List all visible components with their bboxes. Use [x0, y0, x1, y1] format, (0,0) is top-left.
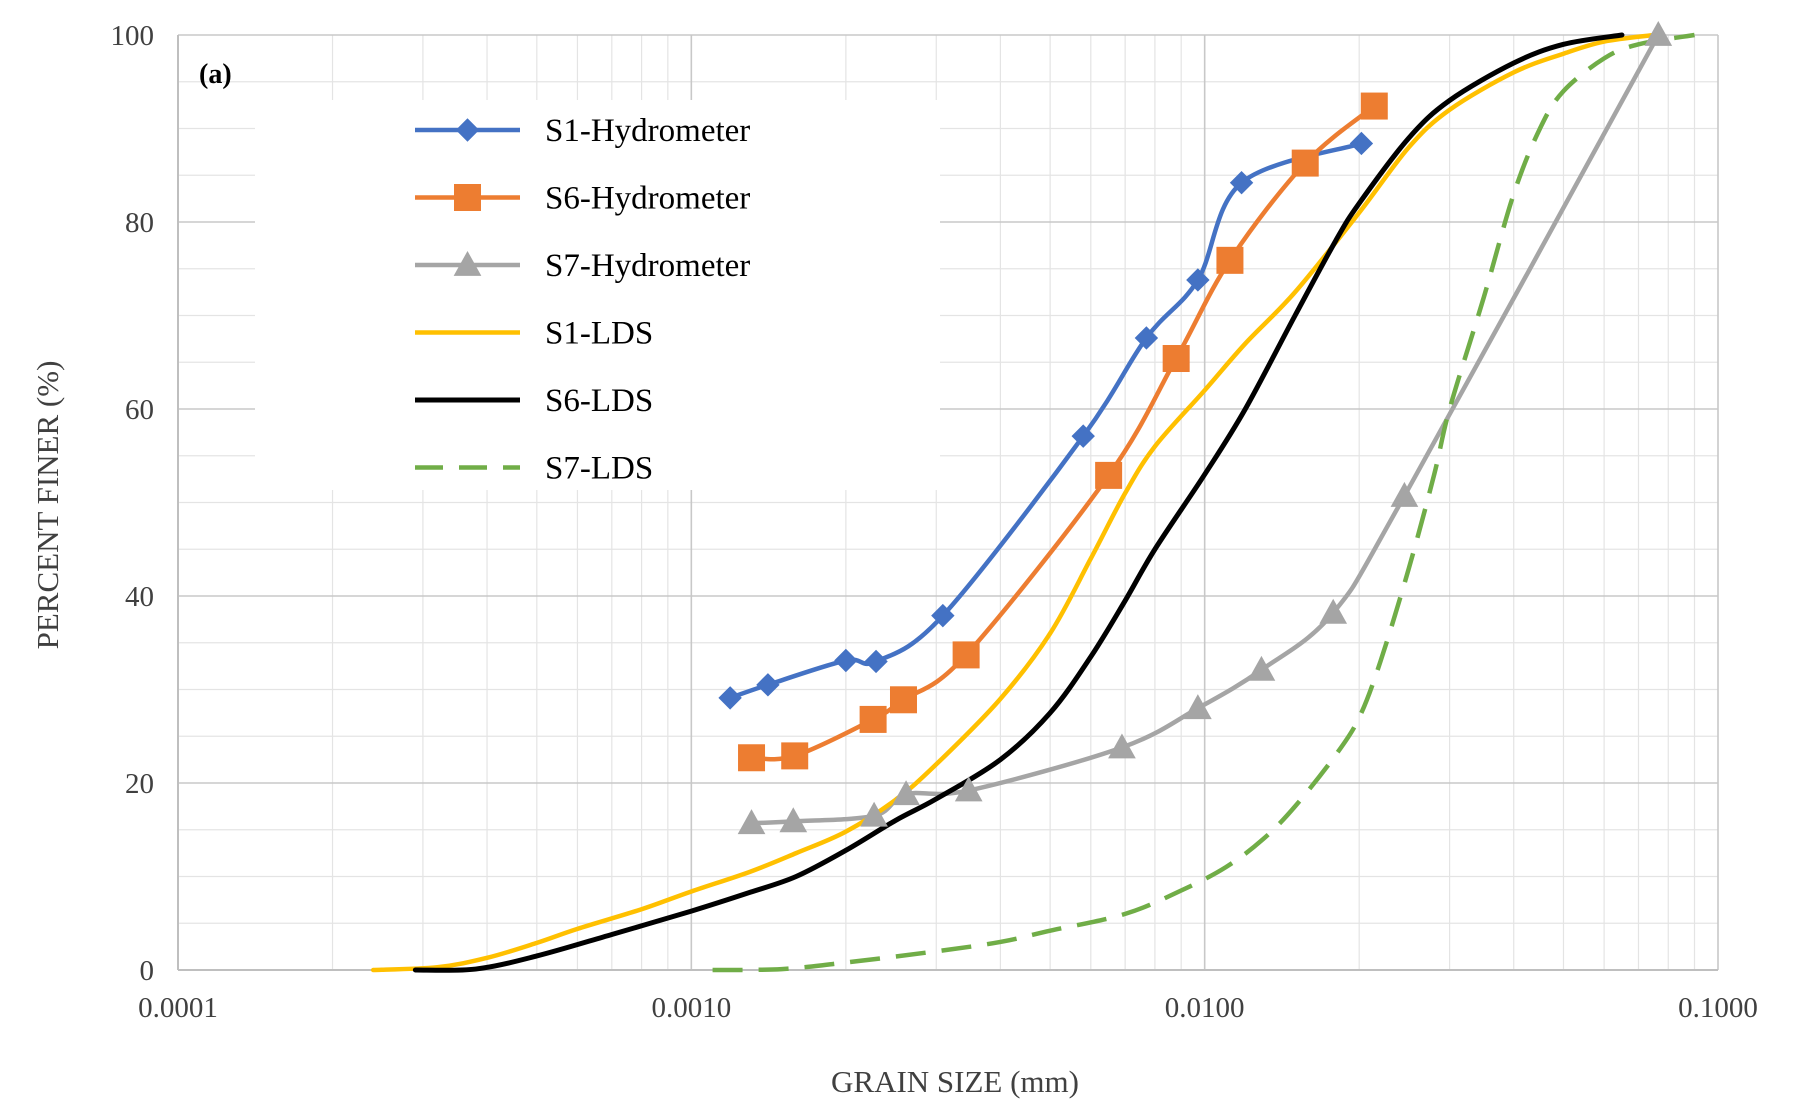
data-point-s7-hydrometer	[1108, 733, 1136, 759]
y-tick-label: 20	[125, 768, 154, 800]
data-point-s6-hydrometer	[1162, 345, 1190, 373]
legend-label-s1-hydrometer: S1-Hydrometer	[545, 113, 750, 149]
data-point-s7-hydrometer	[737, 809, 766, 835]
y-tick-label: 80	[125, 207, 154, 239]
data-point-s7-hydrometer	[1390, 481, 1419, 507]
data-point-s1-hydrometer	[1229, 171, 1254, 195]
legend-label-s6-lds: S6-LDS	[545, 383, 653, 419]
data-point-s7-hydrometer	[1247, 655, 1276, 681]
data-point-s6-hydrometer	[952, 641, 980, 669]
y-tick-label: 40	[125, 581, 154, 613]
data-point-s1-hydrometer	[931, 603, 955, 628]
data-point-s7-hydrometer	[779, 807, 808, 833]
x-tick-label: 0.0001	[138, 992, 218, 1024]
data-point-s6-hydrometer	[1216, 246, 1244, 274]
data-point-s1-hydrometer	[756, 673, 780, 697]
legend-label-s1-lds: S1-LDS	[545, 316, 653, 352]
series-line-s1-lds	[370, 32, 1657, 973]
legend-label-s6-hydrometer: S6-Hydrometer	[545, 181, 750, 217]
data-point-s6-hydrometer	[889, 686, 917, 714]
y-tick-label: 60	[125, 394, 154, 426]
x-axis-title: GRAIN SIZE (mm)	[831, 1064, 1079, 1099]
data-point-s1-hydrometer	[864, 649, 888, 674]
legend-marker-s7-hydrometer	[453, 250, 482, 276]
data-point-s6-hydrometer	[781, 742, 809, 770]
legend-background	[255, 100, 940, 490]
legend-label-s7-hydrometer: S7-Hydrometer	[545, 248, 750, 284]
data-point-s6-hydrometer	[1095, 461, 1123, 489]
x-tick-label: 0.1000	[1678, 992, 1758, 1024]
data-point-s7-hydrometer	[892, 780, 920, 806]
series-line-s6-lds	[412, 32, 1625, 973]
legend-marker-s6-hydrometer	[454, 184, 481, 211]
data-point-s1-hydrometer	[834, 648, 858, 673]
series-line-s7-lds	[712, 32, 1695, 973]
x-tick-label: 0.0100	[1165, 992, 1245, 1024]
data-point-s7-hydrometer	[1184, 694, 1212, 720]
y-axis-title: PERCENT FINER (%)	[30, 361, 65, 650]
y-tick-label: 0	[140, 955, 155, 987]
data-point-s7-hydrometer	[1644, 20, 1673, 46]
data-point-s6-hydrometer	[859, 705, 887, 733]
legend-marker-s1-hydrometer	[455, 118, 480, 142]
series-line-s1-hydrometer	[727, 141, 1364, 701]
legend-label-s7-lds: S7-LDS	[545, 451, 653, 487]
data-point-s1-hydrometer	[1071, 424, 1095, 448]
data-point-s6-hydrometer	[1291, 149, 1319, 177]
data-point-s7-hydrometer	[954, 776, 983, 802]
data-point-s7-hydrometer	[1319, 598, 1348, 624]
data-point-s1-hydrometer	[718, 686, 742, 710]
x-tick-label: 0.0010	[651, 992, 731, 1024]
data-point-s1-hydrometer	[1134, 326, 1159, 350]
data-point-s6-hydrometer	[1360, 92, 1388, 120]
data-point-s7-hydrometer	[860, 801, 888, 827]
panel-label: (a)	[199, 59, 232, 90]
y-tick-label: 100	[111, 20, 155, 52]
legend: S1-Hydrometer S6-Hydrometer S7-Hydrometer S…	[415, 113, 750, 487]
data-point-s6-hydrometer	[738, 744, 766, 772]
data-point-s1-hydrometer	[1186, 268, 1210, 292]
series-markers	[718, 20, 1673, 835]
data-point-s1-hydrometer	[1349, 131, 1374, 156]
